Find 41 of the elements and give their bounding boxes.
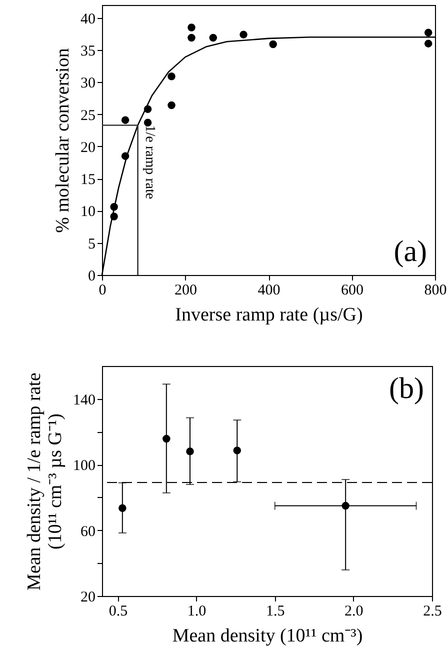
y-tick-label: 25	[80, 108, 96, 124]
y-axis-title: Mean density / 1/e ramp rate (10¹¹ cm⁻³ µs G⁻¹)	[24, 372, 66, 590]
y-tick-label: 10	[80, 204, 96, 220]
y-tick-label: 60	[80, 524, 96, 540]
x-tick-label: 400	[258, 282, 280, 298]
x-tick-label: 600	[341, 282, 364, 298]
y-tick-label: 140	[73, 392, 96, 408]
point	[121, 116, 130, 124]
x-tick-label: 200	[174, 282, 197, 298]
x-tick-label: 1.0	[187, 604, 206, 620]
y-tick-label: 20	[80, 590, 96, 606]
y-tick-label: 40	[80, 11, 96, 28]
annotation: 1/e ramp rate	[142, 125, 157, 200]
point	[168, 101, 176, 110]
point	[424, 40, 432, 48]
x-tick-label: 0.5	[108, 604, 128, 620]
point	[144, 118, 152, 127]
y-tick-label: 0	[88, 268, 96, 284]
point	[424, 28, 432, 37]
y-tick-label: 20	[80, 140, 96, 156]
point	[168, 72, 176, 80]
y-tick-label: 35	[80, 44, 96, 60]
x-tick-label: 0	[98, 282, 106, 298]
x-tick-label: 2.5	[423, 604, 442, 620]
x-tick-label: 800	[424, 282, 447, 298]
y-axis-title: % molecular conversion	[52, 48, 74, 233]
annotation: (b)	[389, 372, 424, 405]
x-axis-title: Mean density (10¹¹ cm⁻³)	[172, 626, 363, 646]
point	[209, 34, 218, 42]
x-tick-label: 1.5	[266, 604, 285, 620]
point	[240, 30, 248, 38]
y-tick-label: 15	[80, 172, 96, 188]
y-tick-label: 100	[73, 458, 96, 474]
x-axis-title: Inverse ramp rate (µs/G)	[175, 304, 363, 326]
annotation: (a)	[394, 235, 427, 268]
x-tick-label: 2.0	[344, 604, 364, 620]
y-tick-label: 30	[80, 76, 96, 92]
point	[188, 34, 196, 42]
y-tick-label: 5	[88, 236, 96, 252]
point	[269, 40, 277, 48]
point	[188, 24, 196, 32]
